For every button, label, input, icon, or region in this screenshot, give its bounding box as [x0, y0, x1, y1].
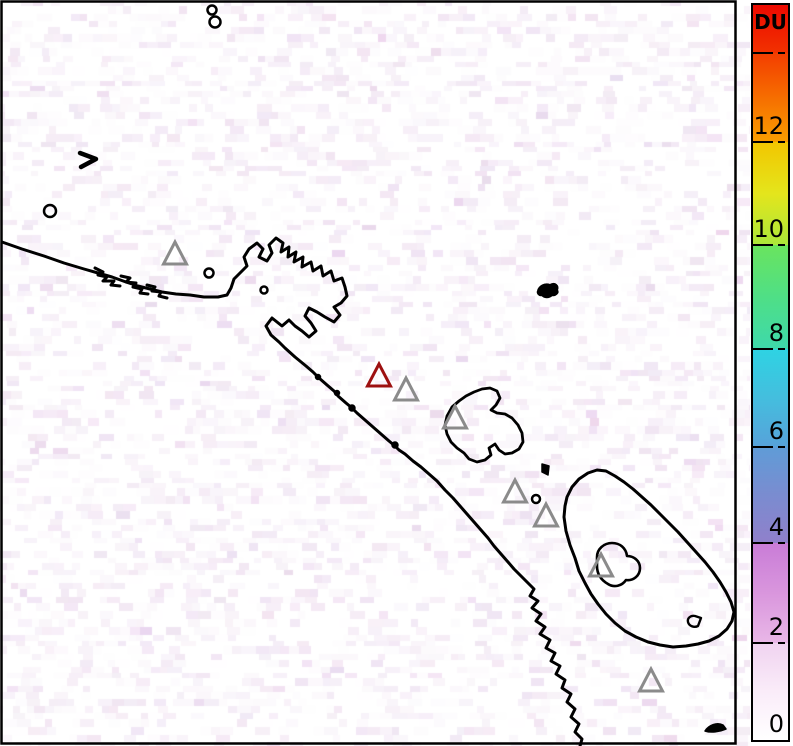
volcano-marker-red	[365, 360, 393, 388]
coastline-coast-clutter-1	[93, 266, 122, 288]
coastline-nw-hook-islet	[77, 150, 99, 170]
islets-group	[42, 4, 542, 505]
volcano-marker-gray	[637, 665, 665, 693]
colorbar-tick	[777, 446, 785, 448]
colorbar-tick-label: 12	[753, 112, 784, 140]
colorbar-tick-label: 0	[768, 710, 784, 738]
coastline-mainland-and-long-coast	[0, 236, 584, 746]
colorbar-segment	[753, 349, 788, 447]
colorbar-tick	[777, 244, 785, 246]
volcano-marker-gray	[501, 476, 529, 504]
islet-circle	[259, 285, 269, 295]
islet-circle	[208, 15, 222, 29]
coastline-coast-clutter-3	[145, 283, 169, 300]
colorbar-tick	[777, 141, 785, 143]
colorbar-tick	[777, 542, 785, 544]
colorbar-tick	[753, 244, 774, 246]
islet-circle	[348, 404, 356, 412]
coastline-ne-small-island-filled	[536, 282, 559, 299]
colorbar-tick	[777, 642, 785, 644]
colorbar: 12 10 8 6 4 2 0 DU	[751, 3, 790, 742]
islet-circle	[42, 203, 58, 219]
colorbar-segment	[753, 543, 788, 643]
colorbar-tick-label: 8	[768, 319, 784, 347]
colorbar-tick	[753, 52, 774, 54]
colorbar-tick	[777, 52, 785, 54]
volcano-markers-group	[161, 238, 665, 693]
map-frame	[0, 0, 737, 745]
volcano-marker-gray	[392, 374, 420, 402]
colorbar-unit-label: DU	[754, 10, 787, 34]
volcano-marker-gray	[441, 402, 469, 430]
colorbar-segment	[753, 245, 788, 349]
volcano-marker-gray	[532, 500, 560, 528]
islet-circle	[530, 493, 542, 505]
colorbar-segment	[753, 5, 788, 53]
volcano-marker-gray	[587, 550, 615, 578]
colorbar-segment	[753, 447, 788, 543]
colorbar-segment	[753, 142, 788, 245]
colorbar-segment	[753, 643, 788, 740]
coastline-middle-island	[443, 386, 525, 464]
map-layer	[0, 0, 737, 746]
colorbar-tick	[753, 446, 774, 448]
colorbar-tick-label: 6	[768, 417, 784, 445]
coastline-caldera-lake	[595, 541, 642, 588]
colorbar-tick	[753, 141, 774, 143]
colorbar-tick-label: 4	[768, 513, 784, 541]
colorbar-tick-label: 10	[753, 215, 784, 243]
islet-circle	[391, 441, 399, 449]
colorbar-tick	[753, 642, 774, 644]
colorbar-tick	[777, 348, 785, 350]
islet-circle	[206, 4, 218, 16]
colorbar-segment	[753, 53, 788, 142]
colorbar-tick	[753, 542, 774, 544]
coastline-coast-clutter-2	[119, 274, 150, 296]
islet-circle	[333, 389, 341, 397]
coastline-islet-in-island	[686, 614, 703, 628]
coastline-small-filled-islet	[541, 463, 550, 476]
coastlines-group	[0, 150, 736, 746]
coastline-big-oval-island	[562, 468, 736, 649]
islet-circle	[314, 373, 322, 381]
coastline-se-filled-islet	[704, 723, 727, 733]
islet-circle	[203, 267, 215, 279]
colorbar-tick-label: 2	[768, 613, 784, 641]
colorbar-tick	[753, 348, 774, 350]
volcano-marker-gray	[161, 238, 189, 266]
